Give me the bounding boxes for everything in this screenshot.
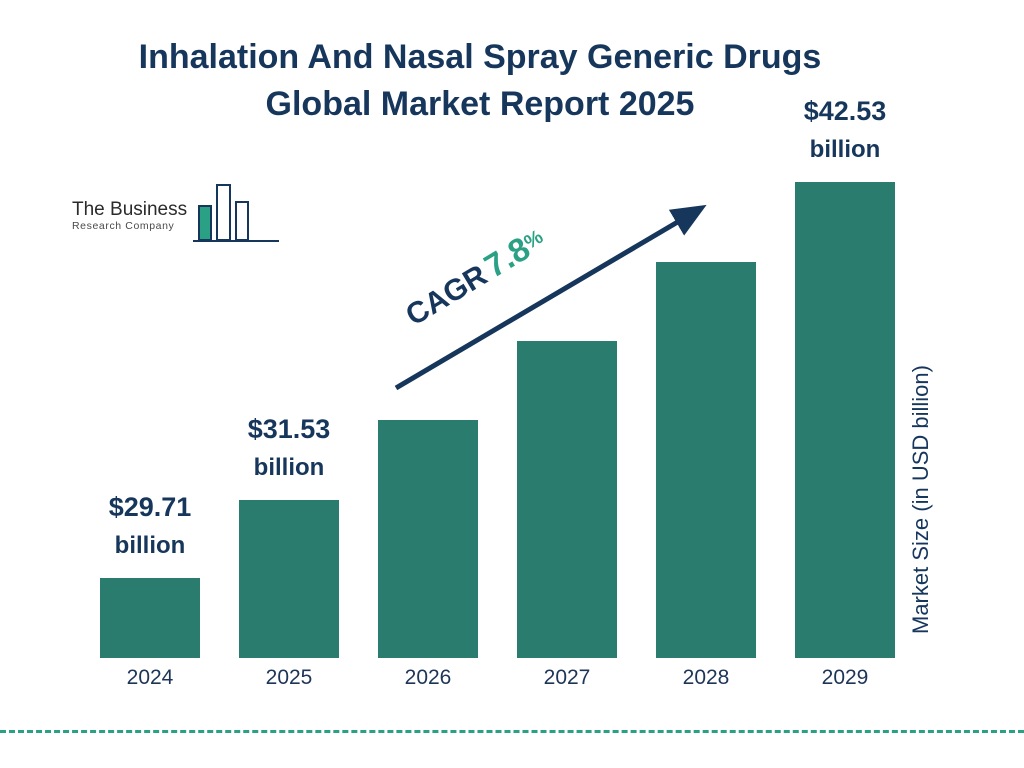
page-title-line2: Global Market Report 2025 [265,85,695,123]
cagr-annotation: CAGR 7.8% [398,220,552,333]
value-amount: $31.53 [247,414,331,444]
company-logo-text: The Business Research Company [72,200,187,246]
value-amount: $29.71 [108,492,192,522]
value-unit: billion [809,136,881,163]
bar-2025 [239,500,339,658]
bar-2029 [795,182,895,658]
bar-2028 [656,262,756,658]
x-tick-label-2027: 2027 [543,666,591,689]
x-tick-label-2026: 2026 [404,666,452,689]
x-tick-label-2024: 2024 [126,666,174,689]
page-title-line1: Inhalation And Nasal Spray Generic Drugs [138,38,822,76]
page-title: Inhalation And Nasal Spray Generic Drugs… [50,34,910,128]
bottom-dashed-divider [0,730,1024,733]
value-amount: $42.53 [803,96,887,126]
bar-2026 [378,420,478,658]
y-axis-label: Market Size (in USD billion) [908,365,933,635]
value-label-2029: $42.53 billion [770,92,920,169]
x-tick-label-2025: 2025 [265,666,313,689]
value-label-2025: $31.53 billion [214,410,364,487]
bar-2024 [100,578,200,658]
cagr-label: CAGR [400,258,493,333]
value-unit: billion [114,532,186,559]
value-unit: billion [253,454,325,481]
company-logo: The Business Research Company [72,182,281,246]
company-logo-name: The Business [72,199,188,220]
x-tick-label-2029: 2029 [821,666,869,689]
bar-2027 [517,341,617,658]
x-tick-label-2028: 2028 [682,666,730,689]
logo-chart-icon [193,184,280,242]
value-label-2024: $29.71 billion [75,488,225,565]
company-logo-subname: Research Company [72,220,175,232]
